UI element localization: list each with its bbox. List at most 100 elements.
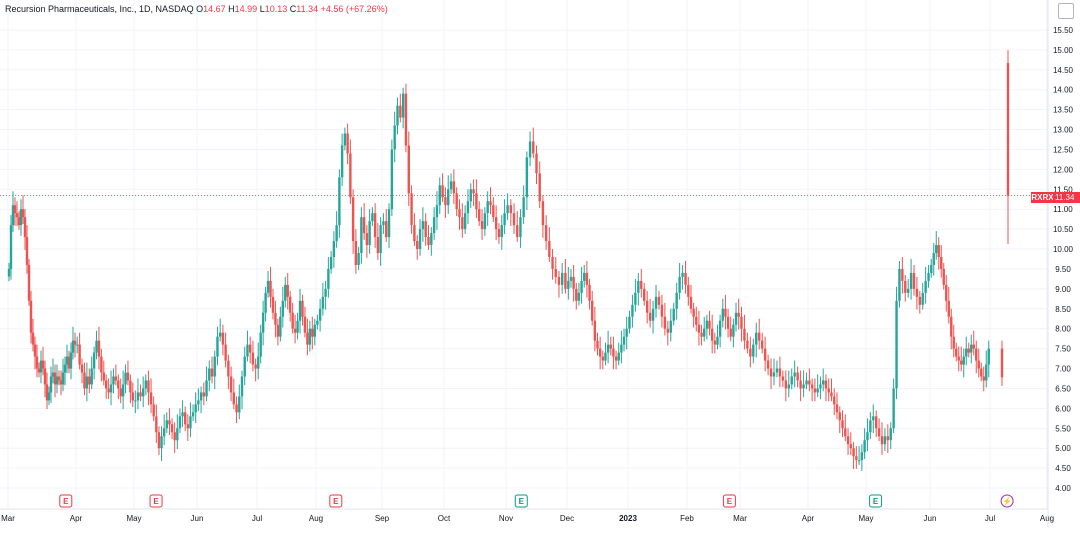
candle-body[interactable] <box>88 376 91 385</box>
candle-body[interactable] <box>387 209 391 238</box>
candle-body[interactable] <box>194 404 197 413</box>
candle-body[interactable] <box>796 372 799 381</box>
candle-body[interactable] <box>73 340 77 345</box>
candle-body[interactable] <box>612 348 615 357</box>
candle-body[interactable] <box>824 380 828 389</box>
candle-body[interactable] <box>651 308 655 321</box>
candle-body[interactable] <box>102 372 105 381</box>
candle-body[interactable] <box>303 316 307 333</box>
candle-body[interactable] <box>259 332 262 357</box>
candle-body[interactable] <box>912 272 916 289</box>
candle-body[interactable] <box>849 444 853 449</box>
candle-body[interactable] <box>503 213 506 226</box>
candle-body[interactable] <box>769 368 773 377</box>
candle-body[interactable] <box>497 229 501 238</box>
candle-body[interactable] <box>940 257 943 269</box>
candle-body[interactable] <box>906 288 910 293</box>
candle-body[interactable] <box>85 376 89 389</box>
candle-body[interactable] <box>69 352 73 369</box>
candle-body[interactable] <box>640 280 643 289</box>
candle-body[interactable] <box>469 189 472 202</box>
candle-body[interactable] <box>407 145 410 194</box>
candle-body[interactable] <box>261 312 265 333</box>
candle-body[interactable] <box>97 340 101 357</box>
candle-body[interactable] <box>254 364 257 369</box>
candle-body[interactable] <box>11 205 15 226</box>
candle-body[interactable] <box>382 221 385 226</box>
candle-body[interactable] <box>952 336 955 349</box>
candle-body[interactable] <box>506 205 509 214</box>
candle-body[interactable] <box>577 292 581 301</box>
candle-body[interactable] <box>486 201 489 214</box>
candle-body[interactable] <box>183 412 187 425</box>
candle-body[interactable] <box>663 316 667 329</box>
candle-body[interactable] <box>833 396 836 405</box>
candle-body[interactable] <box>288 296 292 313</box>
candle-body[interactable] <box>819 384 822 389</box>
candle-body[interactable] <box>927 272 930 281</box>
candle-body[interactable] <box>838 412 841 421</box>
candle-body[interactable] <box>935 245 938 254</box>
candle-body[interactable] <box>216 336 219 357</box>
candle-body[interactable] <box>678 276 681 293</box>
candle-body[interactable] <box>575 288 578 301</box>
candle-body[interactable] <box>385 221 388 238</box>
candle-body[interactable] <box>155 416 158 433</box>
candle-body[interactable] <box>65 356 69 365</box>
candle-body[interactable] <box>340 145 344 178</box>
candle-body[interactable] <box>512 213 516 226</box>
candle-body[interactable] <box>109 384 113 393</box>
candle-body[interactable] <box>144 380 148 389</box>
candle-body[interactable] <box>136 392 140 401</box>
candle-body[interactable] <box>844 428 847 437</box>
candle-body[interactable] <box>461 217 464 230</box>
candle-body[interactable] <box>972 344 975 349</box>
candle-body[interactable] <box>669 320 672 333</box>
candle-body[interactable] <box>41 360 45 369</box>
candle-body[interactable] <box>291 312 294 329</box>
candle-body[interactable] <box>755 332 758 345</box>
candle-body[interactable] <box>199 392 203 401</box>
candle-body[interactable] <box>279 316 282 337</box>
candle-body[interactable] <box>915 288 919 297</box>
candle-body[interactable] <box>784 380 788 389</box>
candle-body[interactable] <box>458 209 461 218</box>
candle-body[interactable] <box>33 344 37 357</box>
candle-body[interactable] <box>821 380 825 385</box>
candle-body[interactable] <box>43 368 47 385</box>
candle-body[interactable] <box>648 312 652 321</box>
candle-body[interactable] <box>157 432 161 449</box>
candle-body[interactable] <box>700 332 703 337</box>
candle-body[interactable] <box>480 221 484 230</box>
candle-body[interactable] <box>869 420 872 433</box>
candle-body[interactable] <box>684 272 687 285</box>
candle-body[interactable] <box>494 217 498 230</box>
candle-body[interactable] <box>697 324 701 333</box>
candle-body[interactable] <box>708 320 711 329</box>
candle-body[interactable] <box>243 356 246 377</box>
candle-body[interactable] <box>338 177 341 226</box>
candle-body[interactable] <box>766 360 770 369</box>
candle-body[interactable] <box>324 288 327 297</box>
candle-body[interactable] <box>311 328 314 337</box>
candle-body[interactable] <box>886 436 890 441</box>
candle-body[interactable] <box>560 272 564 285</box>
candle-body[interactable] <box>746 340 749 349</box>
candle-body[interactable] <box>895 300 898 389</box>
candle-body[interactable] <box>238 396 241 413</box>
candle-body[interactable] <box>857 460 861 462</box>
candle-body[interactable] <box>178 416 182 429</box>
candle-body[interactable] <box>421 221 425 230</box>
candle-body[interactable] <box>360 217 363 254</box>
candle-body[interactable] <box>955 348 958 357</box>
candle-body[interactable] <box>296 320 299 333</box>
candle-body[interactable] <box>49 376 53 393</box>
candle-body[interactable] <box>631 304 634 317</box>
candle-body[interactable] <box>617 352 620 361</box>
candle-body[interactable] <box>173 432 176 441</box>
candle-body[interactable] <box>418 229 422 250</box>
candle-body[interactable] <box>544 225 548 242</box>
candle-body[interactable] <box>191 412 195 417</box>
